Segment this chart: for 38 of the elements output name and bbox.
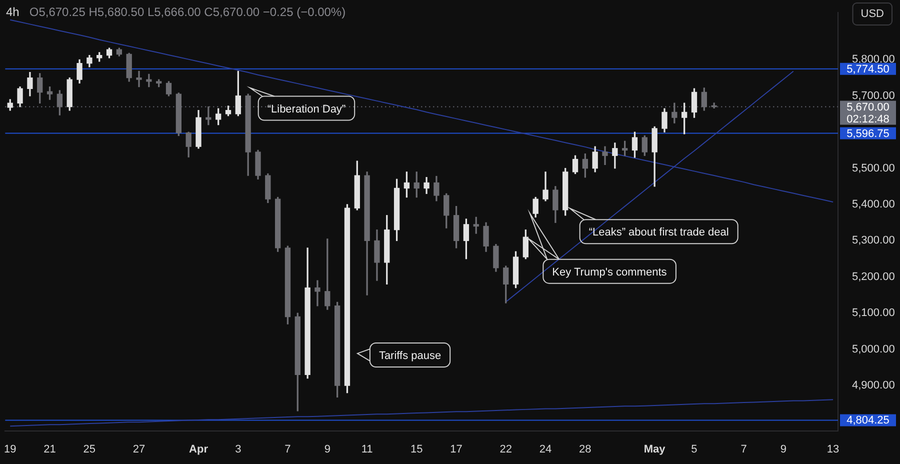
x-tick-label: 27: [132, 443, 146, 456]
x-tick-label: 5: [691, 443, 698, 456]
x-tick-label: Apr: [189, 443, 209, 456]
y-tick-label: 5,300.00: [852, 234, 895, 247]
y-tick-label: 5,100.00: [852, 307, 895, 320]
annotation: Tariffs pause: [378, 350, 442, 362]
ref-line-label: 5,670.00 02:12:48: [846, 101, 890, 126]
ref-line-label: 5,774.50: [846, 63, 890, 76]
annotation: Key Trump's comments: [552, 266, 668, 278]
x-tick-label: 19: [4, 443, 16, 456]
ref-line-label: 5,596.75: [846, 128, 890, 140]
ref-line-label: 4,804.25: [846, 414, 890, 427]
x-tick-label: 9: [324, 443, 330, 456]
x-tick-label: 25: [83, 443, 96, 456]
y-tick-label: 5,000.00: [852, 343, 895, 356]
x-tick-label: 3: [235, 443, 242, 456]
x-tick-label: 28: [579, 443, 592, 456]
x-tick-label: 24: [539, 443, 552, 456]
x-tick-label: 22: [500, 443, 512, 456]
y-tick-label: 5,800.00: [852, 54, 895, 66]
x-tick-label: May: [644, 443, 666, 456]
chart-subtitle: O5,670.25 H5,680.50 L5,666.00 C5,670.00 −0.25 (−0.00%): [29, 5, 346, 19]
x-tick-label: 11: [361, 443, 373, 456]
y-tick-label: 5,500.00: [852, 162, 895, 174]
y-tick-label: 5,200.00: [852, 270, 895, 283]
x-tick-label: 7: [740, 443, 747, 456]
annotation: “Liberation Day”: [267, 103, 346, 116]
y-tick-label: 5,400.00: [852, 198, 895, 211]
x-tick-label: 9: [780, 443, 787, 456]
x-tick-label: 15: [410, 443, 423, 456]
chart-title: 4h: [6, 5, 20, 19]
text: USD: [860, 8, 884, 20]
x-tick-label: 21: [44, 443, 56, 456]
x-tick-label: 13: [826, 443, 840, 456]
y-tick-label: 5,700.00: [852, 90, 895, 102]
y-tick-label: 4,900.00: [852, 380, 895, 392]
x-tick-label: 7: [284, 443, 291, 456]
x-tick-label: 17: [450, 443, 462, 456]
